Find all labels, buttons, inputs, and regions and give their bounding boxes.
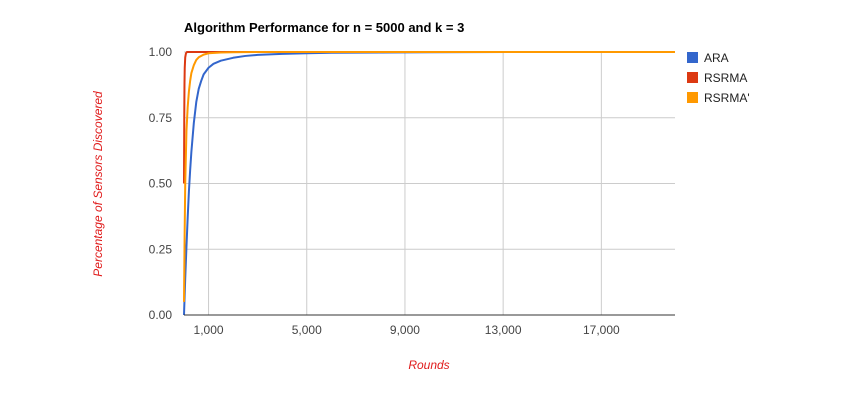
legend-swatch bbox=[687, 92, 698, 103]
x-tick-label: 9,000 bbox=[390, 323, 420, 337]
x-tick-label: 5,000 bbox=[292, 323, 322, 337]
y-tick-label: 0.50 bbox=[149, 177, 173, 191]
series-line-rsrma bbox=[183, 51, 675, 184]
y-axis-title: Percentage of Sensors Discovered bbox=[91, 91, 105, 277]
x-tick-label: 17,000 bbox=[583, 323, 620, 337]
x-tick-label: 13,000 bbox=[485, 323, 522, 337]
legend-label: ARA bbox=[704, 51, 729, 65]
series-lines bbox=[183, 51, 675, 316]
x-axis-title: Rounds bbox=[408, 358, 449, 372]
legend-label: RSRMA bbox=[704, 71, 747, 85]
legend-swatch bbox=[687, 72, 698, 83]
legend: ARA RSRMA RSRMA' bbox=[687, 51, 750, 105]
x-tick-labels: 1,000 5,000 9,000 13,000 17,000 bbox=[194, 323, 620, 337]
y-tick-label: 0.75 bbox=[149, 111, 173, 125]
y-tick-labels: 0.00 0.25 0.50 0.75 1.00 bbox=[149, 45, 173, 322]
grid bbox=[184, 51, 675, 316]
x-tick-label: 1,000 bbox=[194, 323, 224, 337]
legend-label: RSRMA' bbox=[704, 91, 750, 105]
legend-swatch bbox=[687, 52, 698, 63]
y-tick-label: 0.25 bbox=[149, 242, 173, 256]
series-line-rsrma bbox=[183, 51, 675, 302]
y-tick-label: 0.00 bbox=[149, 308, 173, 322]
chart-title: Algorithm Performance for n = 5000 and k… bbox=[184, 20, 464, 35]
y-tick-label: 1.00 bbox=[149, 45, 173, 59]
